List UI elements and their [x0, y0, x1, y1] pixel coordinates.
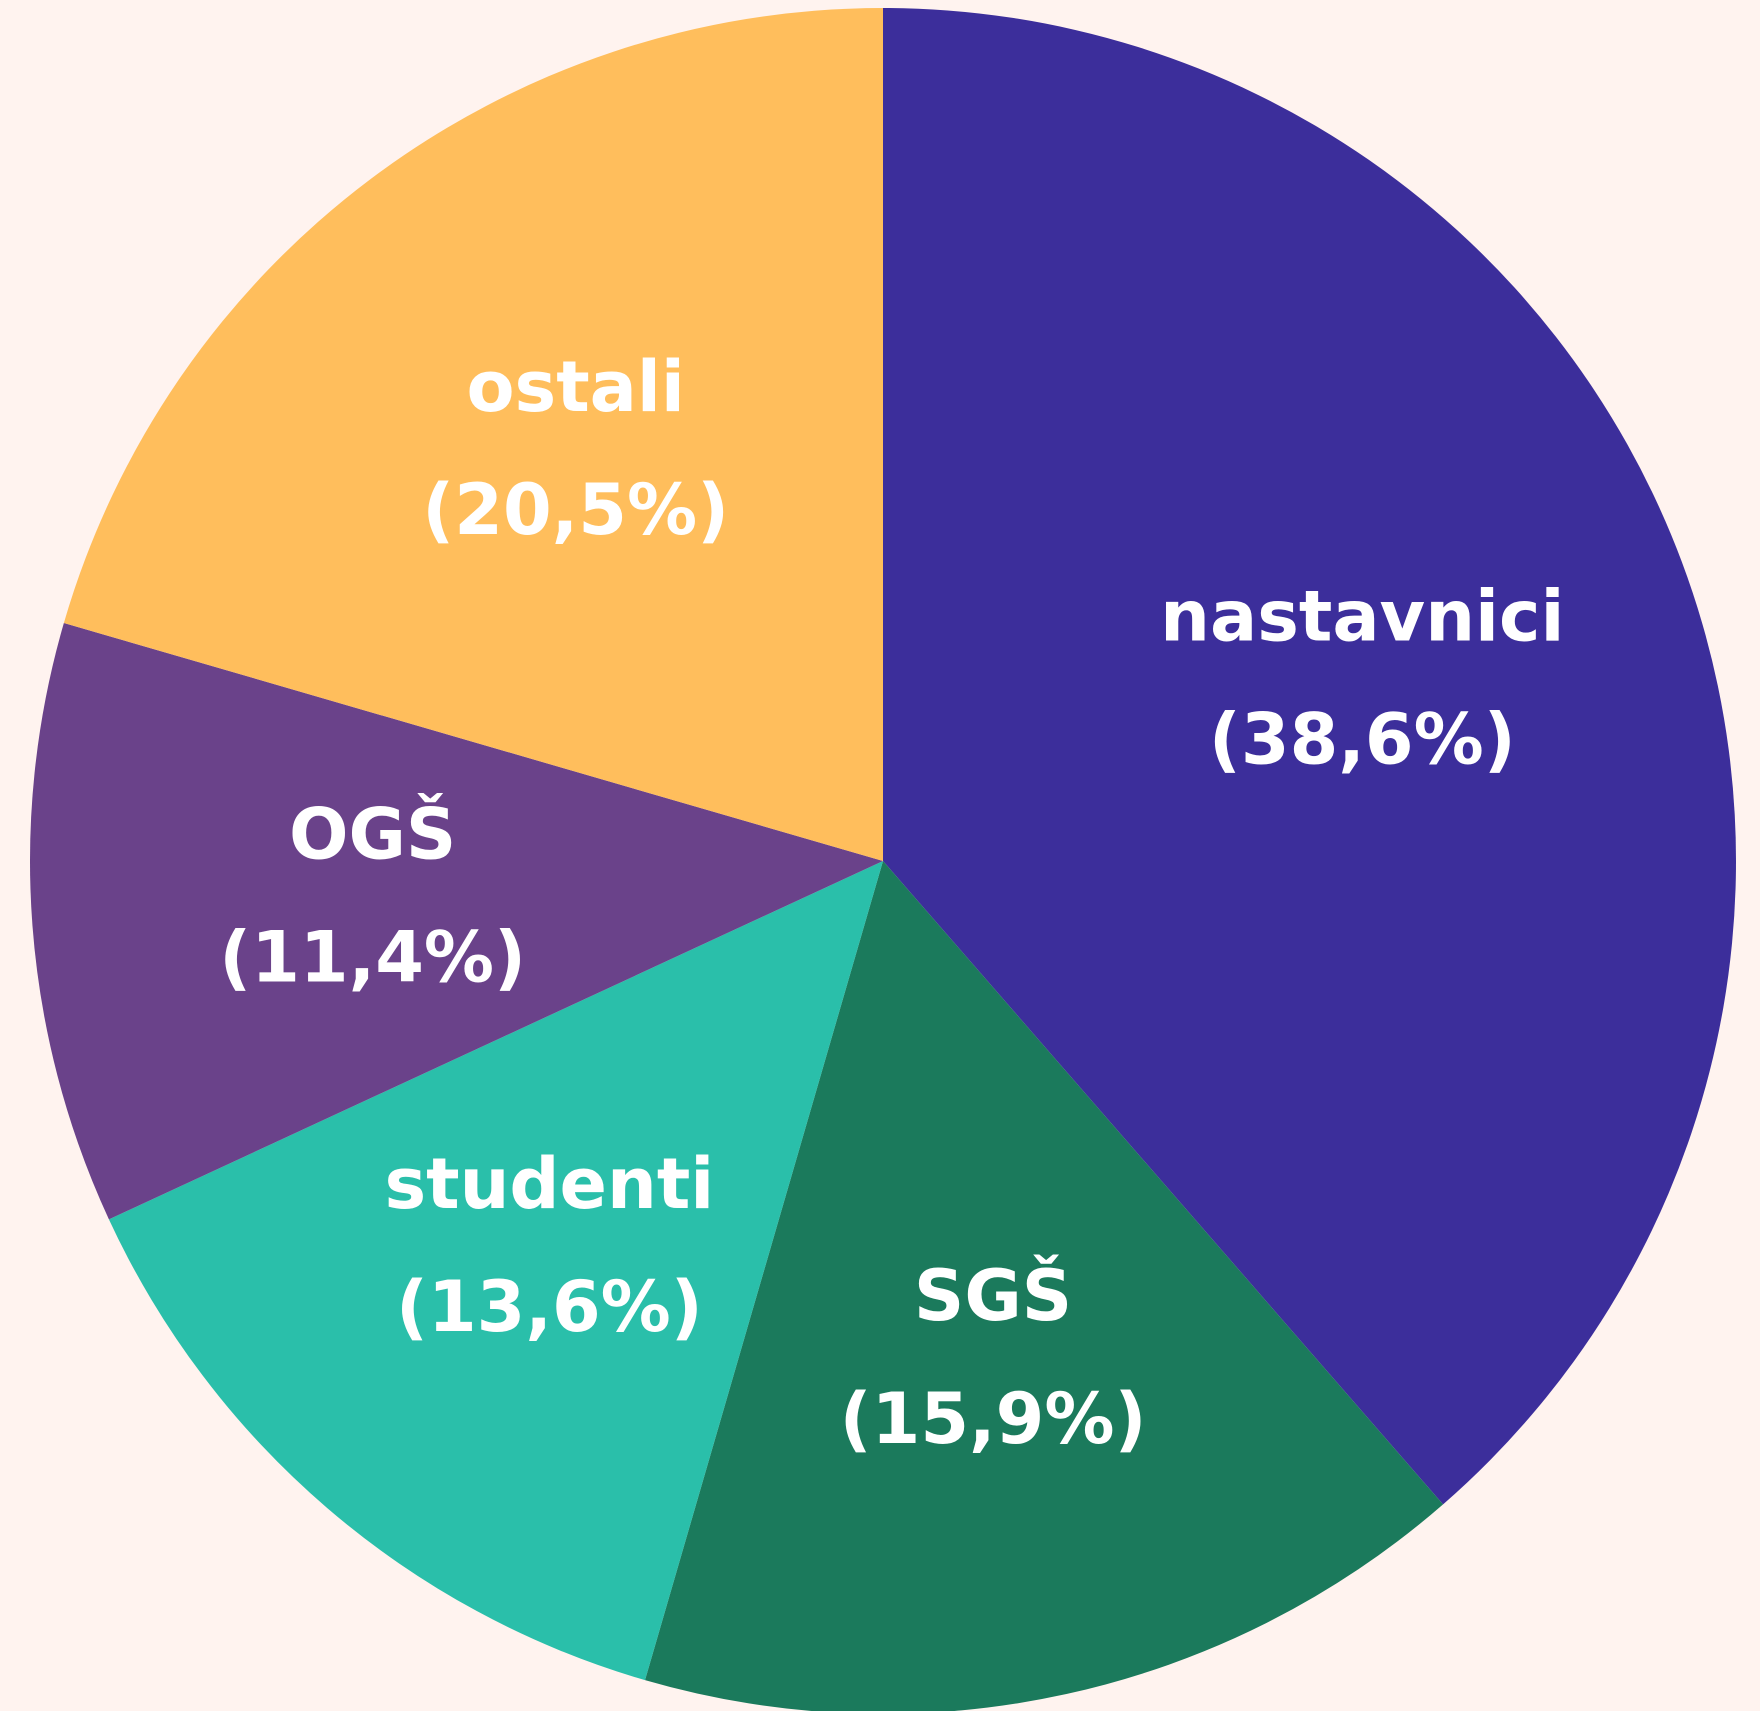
slice-value-label: (13,6%) [396, 1266, 703, 1348]
slice-value-label: (11,4%) [219, 917, 526, 999]
slice-label: ostali [466, 346, 684, 428]
pie-slice [108, 861, 884, 1681]
slice-label: nastavnici [1160, 576, 1564, 658]
slice-value-label: (20,5%) [422, 469, 729, 551]
slice-label: SGŠ [914, 1255, 1072, 1337]
pie-slice [645, 861, 1444, 1711]
slice-label: OGŠ [289, 794, 456, 876]
slice-label: studenti [384, 1143, 714, 1225]
pie-slice [883, 8, 1736, 1505]
pie-slice [63, 8, 883, 861]
pie-slice [30, 623, 884, 1220]
slice-value-label: (15,9%) [840, 1378, 1147, 1460]
slice-value-label: (38,6%) [1209, 699, 1516, 781]
